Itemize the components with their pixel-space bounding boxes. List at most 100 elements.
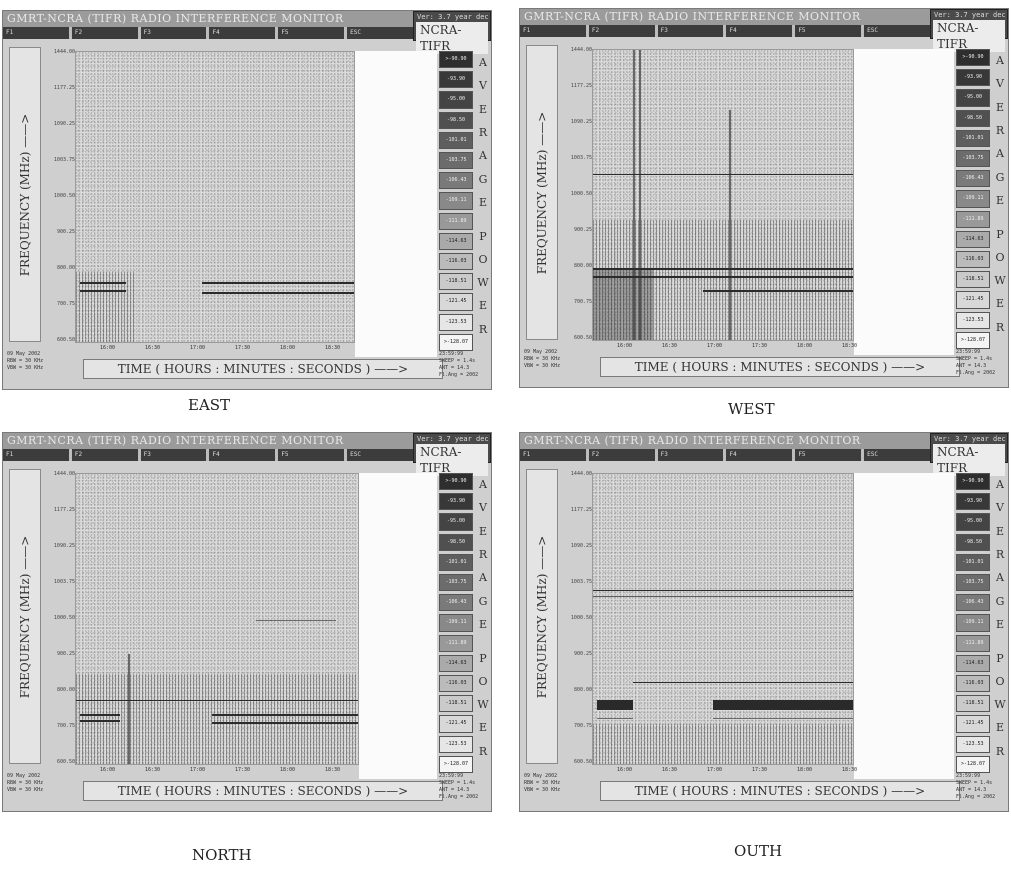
- signal-trace: [593, 590, 853, 591]
- y-tick: 1090.25: [570, 543, 592, 549]
- y-tick: 700.75: [56, 723, 75, 729]
- legend-level: -98.50: [956, 109, 990, 127]
- y-tick: 700.75: [573, 723, 592, 729]
- fkey-esc[interactable]: ESC: [347, 449, 413, 461]
- legend-level: -103.75: [956, 574, 990, 592]
- x-tick: 17:30: [751, 767, 768, 773]
- fkey-f3[interactable]: F3: [140, 449, 207, 461]
- fkey-f3[interactable]: F3: [657, 449, 724, 461]
- x-tick: 18:00: [796, 343, 813, 349]
- signal-trace: [713, 718, 853, 719]
- x-tick: 16:00: [616, 767, 633, 773]
- legend-level: -95.00: [956, 89, 990, 107]
- caption-west: WEST: [728, 400, 775, 418]
- sweep-info-left: 09 May 2002 RBW = 30 KHz VBW = 30 KHz: [524, 349, 561, 369]
- fkey-f2[interactable]: F2: [588, 25, 655, 37]
- fkey-esc[interactable]: ESC: [347, 27, 413, 39]
- x-tick: 18:30: [841, 767, 858, 773]
- x-ticks: 16:00 16:30 17:00 17:30 18:00 18:30: [85, 345, 355, 355]
- signal-trace: [80, 720, 120, 722]
- x-tick: 17:00: [189, 345, 206, 351]
- fkey-f3[interactable]: F3: [657, 25, 724, 37]
- y-tick: 900.25: [56, 229, 75, 235]
- fkey-f4[interactable]: F4: [726, 25, 793, 37]
- fkey-f3[interactable]: F3: [140, 27, 207, 39]
- legend-level: -106.43: [956, 170, 990, 188]
- spectrum-panel-north: GMRT-NCRA (TIFR) RADIO INTERFERENCE MONI…: [2, 432, 492, 812]
- interference-block: [713, 700, 853, 710]
- signal-trace: [202, 282, 354, 284]
- legend-level: -109.11: [956, 614, 990, 632]
- fkey-f2[interactable]: F2: [588, 449, 655, 461]
- fkey-f5[interactable]: F5: [795, 449, 862, 461]
- x-tick: 18:00: [279, 345, 296, 351]
- y-tick: 600.50: [573, 759, 592, 765]
- x-tick: 17:00: [189, 767, 206, 773]
- window-title: GMRT-NCRA (TIFR) RADIO INTERFERENCE MONI…: [3, 11, 413, 27]
- function-key-bar: F1 F2 F3 F4 F5 ESC: [520, 449, 930, 461]
- legend-level: -103.75: [439, 152, 473, 170]
- y-ticks: 1444.00 1177.25 1090.25 1003.75 1000.50 …: [558, 469, 594, 769]
- legend-level: -103.75: [956, 150, 990, 168]
- legend-level: -98.50: [439, 111, 473, 129]
- legend-level: -111.89: [956, 210, 990, 228]
- signal-trace: [593, 174, 853, 175]
- y-tick: 1003.75: [53, 579, 75, 585]
- sweep-info-right: 23:59:99 SWEEP = 1.4s ANT = 14.3 Fl.Ang = 2…: [956, 773, 996, 800]
- x-tick: 16:30: [661, 767, 678, 773]
- legend-level: -114.63: [439, 654, 473, 673]
- signal-trace: [76, 700, 358, 701]
- legend-level: -116.03: [956, 675, 990, 693]
- x-axis-label: TIME ( HOURS : MINUTES : SECONDS ) ——>: [83, 781, 443, 801]
- interference-burst: [729, 110, 731, 340]
- legend-level: -121.45: [439, 715, 473, 733]
- waterfall-plot[interactable]: [592, 49, 854, 341]
- y-tick: 1000.50: [570, 615, 592, 621]
- y-tick: 1177.25: [570, 83, 592, 89]
- fkey-f1[interactable]: F1: [3, 27, 69, 39]
- brand-box: Ver: 3.7 year dec NCRA-TIFR: [413, 433, 491, 476]
- legend-level: >-128.07: [956, 331, 990, 350]
- fkey-f5[interactable]: F5: [278, 449, 345, 461]
- legend-level: -121.45: [956, 715, 990, 733]
- y-tick: 1444.00: [570, 471, 592, 477]
- version-label: Ver: 3.7 year dec: [417, 435, 489, 443]
- legend-level: -93.90: [439, 493, 473, 511]
- legend-level: -116.03: [956, 251, 990, 269]
- fkey-f4[interactable]: F4: [209, 27, 276, 39]
- y-tick: 900.25: [56, 651, 75, 657]
- x-axis-label: TIME ( HOURS : MINUTES : SECONDS ) ——>: [83, 359, 443, 379]
- fkey-f2[interactable]: F2: [71, 27, 138, 39]
- legend-level: -114.63: [956, 654, 990, 673]
- sweep-info-right: 23:59:99 SWEEP = 1.4s ANT = 14.3 Fl.Ang = 2…: [439, 351, 479, 378]
- legend-level: -106.43: [956, 594, 990, 612]
- fkey-f2[interactable]: F2: [71, 449, 138, 461]
- legend-level: -101.01: [439, 131, 473, 150]
- x-tick: 16:30: [144, 345, 161, 351]
- legend-level: >-90.90: [439, 51, 473, 69]
- fkey-f4[interactable]: F4: [726, 449, 793, 461]
- legend-level: >-128.07: [439, 755, 473, 774]
- x-tick: 17:00: [706, 343, 723, 349]
- version-label: Ver: 3.7 year dec: [934, 435, 1006, 443]
- y-tick: 1090.25: [53, 121, 75, 127]
- fkey-f4[interactable]: F4: [209, 449, 276, 461]
- fkey-esc[interactable]: ESC: [864, 25, 930, 37]
- fkey-f1[interactable]: F1: [520, 25, 586, 37]
- fkey-f1[interactable]: F1: [3, 449, 69, 461]
- legend-level: -123.53: [956, 735, 990, 753]
- y-tick: 600.50: [56, 337, 75, 343]
- fkey-f1[interactable]: F1: [520, 449, 586, 461]
- legend-level: -123.53: [439, 735, 473, 753]
- waterfall-plot[interactable]: [592, 473, 854, 765]
- waterfall-plot[interactable]: [75, 473, 359, 765]
- waterfall-plot[interactable]: [75, 51, 355, 343]
- fkey-f5[interactable]: F5: [278, 27, 345, 39]
- spectrum-panel-west: GMRT-NCRA (TIFR) RADIO INTERFERENCE MONI…: [519, 8, 1009, 388]
- fkey-f5[interactable]: F5: [795, 25, 862, 37]
- version-label: Ver: 3.7 year dec: [934, 11, 1006, 19]
- fkey-esc[interactable]: ESC: [864, 449, 930, 461]
- legend-level: -101.01: [956, 553, 990, 572]
